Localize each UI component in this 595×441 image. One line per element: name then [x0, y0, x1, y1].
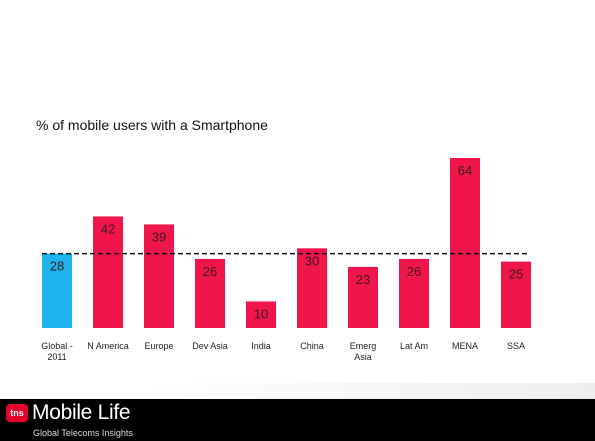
footer-fade — [145, 383, 595, 399]
bar-value-label-8: 64 — [458, 163, 472, 178]
category-label-3: Dev Asia — [192, 341, 228, 351]
category-label-6-line-1: Asia — [354, 352, 372, 362]
bar-8 — [450, 158, 480, 328]
bar-5 — [297, 248, 327, 328]
bar-value-label-4: 10 — [254, 306, 268, 321]
category-label-9: SSA — [507, 341, 525, 351]
chart-title: % of mobile users with a Smartphone — [36, 117, 268, 133]
category-label-6: Emerg — [350, 341, 377, 351]
bar-value-label-7: 26 — [407, 264, 421, 279]
bar-6 — [348, 266, 378, 328]
category-label-8: MENA — [452, 341, 478, 351]
bar-4 — [246, 301, 276, 328]
bar-0 — [42, 253, 72, 328]
bar-1 — [93, 216, 123, 328]
brand-name: Mobile Life — [32, 401, 131, 424]
bar-value-label-1: 42 — [101, 221, 115, 236]
bar-3 — [195, 258, 225, 328]
category-label-2: Europe — [144, 341, 173, 351]
category-label-0: Global - — [41, 341, 73, 351]
category-label-5: China — [300, 341, 324, 351]
tns-logo: tns — [6, 404, 28, 422]
category-label-4: India — [251, 341, 271, 351]
category-label-1: N America — [87, 341, 129, 351]
bar-value-label-0: 28 — [50, 259, 64, 274]
bar-value-label-5: 30 — [305, 253, 319, 268]
category-label-7: Lat Am — [400, 341, 428, 351]
brand-tagline: Global Telecoms Insights — [33, 428, 133, 438]
bar-value-label-9: 25 — [509, 267, 523, 282]
bar-value-label-2: 39 — [152, 229, 166, 244]
bar-2 — [144, 224, 174, 328]
footer-bar — [0, 399, 595, 441]
category-label-0-line-1: 2011 — [47, 352, 66, 362]
bar-7 — [399, 258, 429, 328]
bar-9 — [501, 261, 531, 328]
bar-value-label-3: 26 — [203, 264, 217, 279]
bar-value-label-6: 23 — [356, 272, 370, 287]
